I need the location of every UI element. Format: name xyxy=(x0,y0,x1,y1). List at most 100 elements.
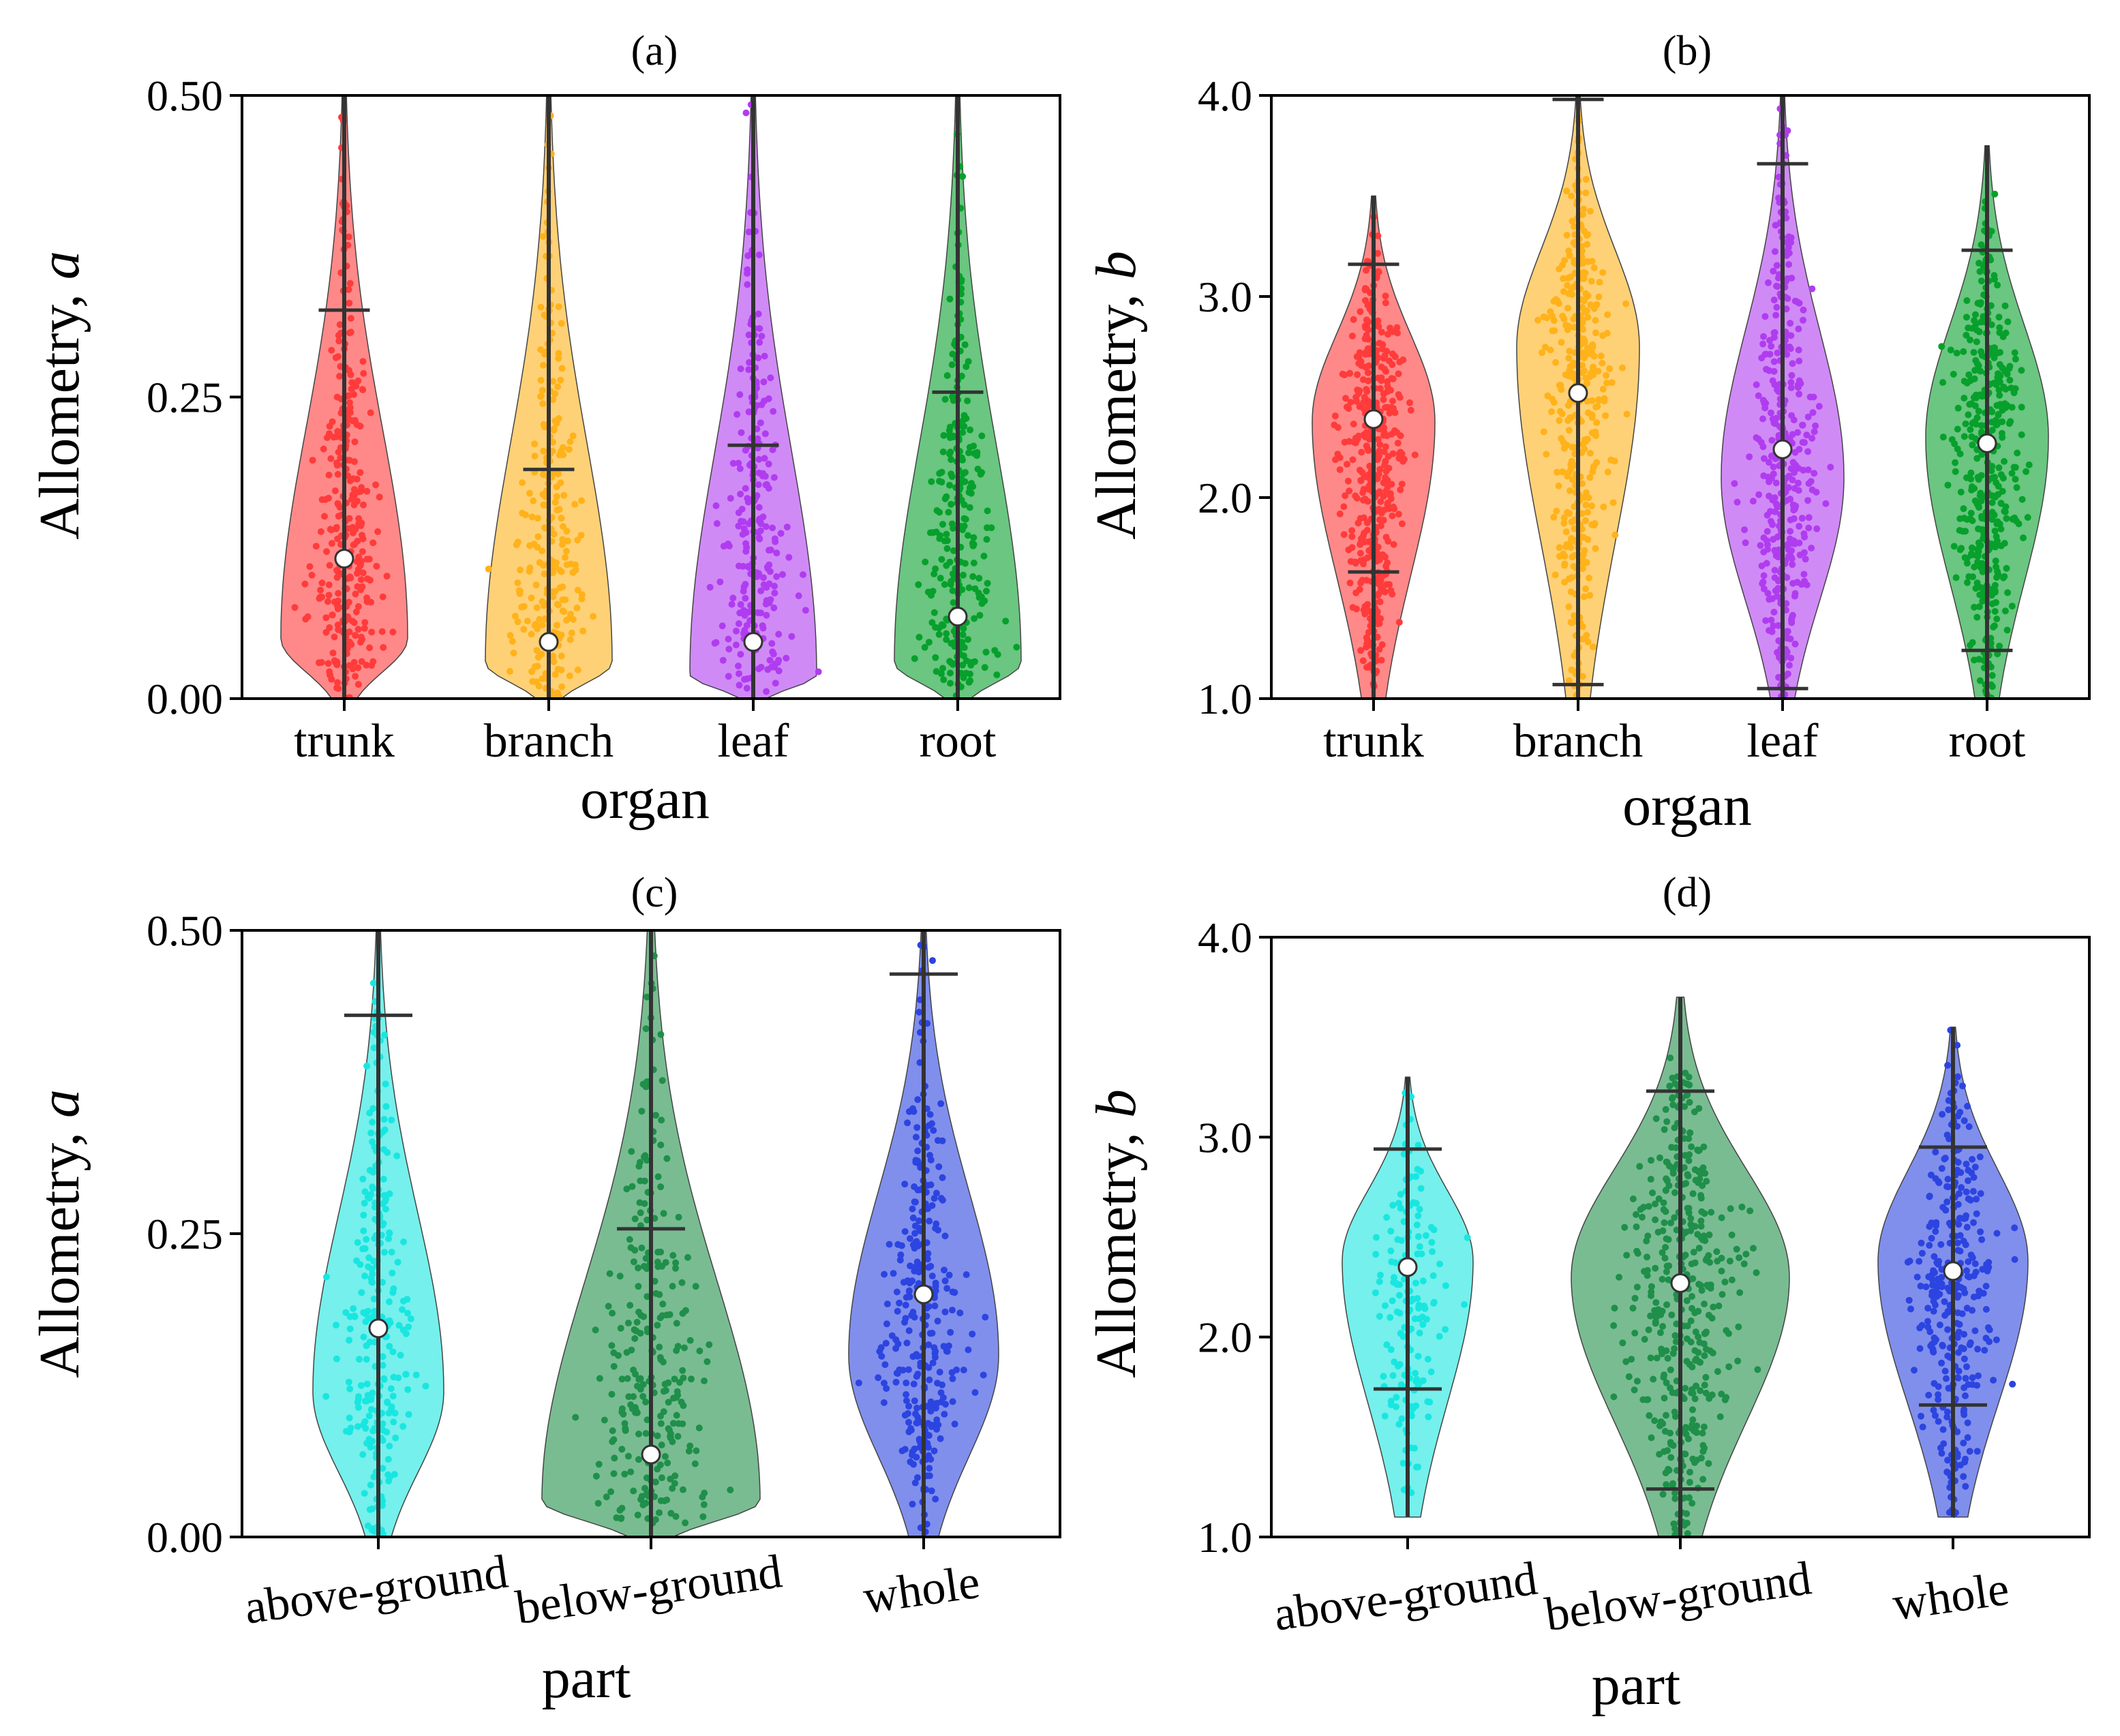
data-point xyxy=(1709,1350,1716,1356)
data-point xyxy=(1970,1174,1978,1181)
data-point xyxy=(761,455,768,462)
data-point xyxy=(1606,365,1614,372)
data-point xyxy=(560,491,568,499)
data-point xyxy=(2023,468,2030,475)
data-point xyxy=(1387,1346,1395,1354)
data-point xyxy=(1395,391,1402,398)
data-point xyxy=(1771,381,1778,389)
data-point xyxy=(1567,544,1575,551)
data-point xyxy=(1671,1489,1678,1497)
data-point xyxy=(1372,1251,1380,1258)
data-point xyxy=(531,440,539,448)
data-point xyxy=(1963,560,1971,567)
data-point xyxy=(1765,279,1772,286)
data-point xyxy=(335,626,342,633)
data-point xyxy=(361,1188,369,1196)
data-point xyxy=(1374,543,1382,551)
data-point xyxy=(389,1348,397,1356)
data-point xyxy=(1964,1103,1971,1110)
data-point xyxy=(1695,1245,1703,1252)
data-point xyxy=(361,1490,368,1497)
data-point xyxy=(1924,1305,1932,1312)
data-point xyxy=(1350,316,1357,323)
data-point xyxy=(746,359,753,366)
data-point xyxy=(320,445,327,453)
data-point xyxy=(728,600,736,608)
data-point xyxy=(1714,1368,1721,1375)
data-point xyxy=(959,661,967,669)
data-point xyxy=(1967,1251,1975,1259)
y-tick-label: 4.0 xyxy=(1198,913,1252,962)
data-point xyxy=(390,1285,397,1292)
data-point xyxy=(1703,1345,1710,1353)
data-point xyxy=(1559,468,1566,476)
data-point xyxy=(359,386,366,393)
data-point xyxy=(381,1031,389,1039)
data-point xyxy=(565,446,573,453)
data-point xyxy=(359,535,366,543)
data-point xyxy=(950,599,957,607)
data-point xyxy=(1800,570,1808,578)
data-point xyxy=(1978,393,1986,400)
data-point xyxy=(1377,1271,1384,1279)
data-point xyxy=(635,1309,642,1315)
data-point xyxy=(1990,344,1998,352)
data-point xyxy=(1962,1215,1969,1222)
data-point xyxy=(915,633,923,641)
data-point xyxy=(1969,1307,1976,1314)
data-point xyxy=(1633,1377,1641,1385)
data-point xyxy=(706,1341,713,1348)
data-point xyxy=(316,594,324,601)
data-point xyxy=(616,1273,624,1280)
data-point xyxy=(925,639,933,646)
data-point xyxy=(1990,275,1998,283)
plot-area xyxy=(280,95,1022,699)
data-point xyxy=(1995,412,2002,419)
data-point xyxy=(1366,662,1374,669)
data-point xyxy=(1960,378,1968,385)
data-point xyxy=(366,1167,374,1174)
data-point xyxy=(1393,324,1401,331)
data-point xyxy=(940,431,948,439)
data-point xyxy=(1588,258,1596,265)
data-point xyxy=(1991,608,1999,615)
data-point xyxy=(1413,1221,1421,1229)
data-point xyxy=(1999,433,2006,441)
data-point xyxy=(1592,403,1600,411)
data-point xyxy=(758,401,766,408)
data-point xyxy=(609,1309,616,1317)
data-point xyxy=(1565,603,1573,611)
data-point xyxy=(1947,346,1954,354)
data-point xyxy=(727,495,734,502)
data-point xyxy=(922,558,929,566)
data-point xyxy=(1944,1326,1952,1333)
data-point xyxy=(941,1410,948,1418)
data-point xyxy=(2004,589,2012,596)
data-point xyxy=(1633,1223,1640,1230)
data-point xyxy=(2011,1224,2018,1232)
data-point xyxy=(386,1442,393,1450)
data-point xyxy=(1648,1292,1654,1299)
data-point xyxy=(1366,303,1374,310)
data-point xyxy=(1939,433,1947,441)
data-point xyxy=(1654,1306,1662,1313)
data-point xyxy=(1993,1230,2001,1237)
data-point xyxy=(1655,1195,1663,1202)
data-point xyxy=(1661,1395,1668,1402)
data-point xyxy=(1671,1408,1678,1416)
data-point xyxy=(553,420,560,427)
data-point xyxy=(554,383,562,391)
data-point xyxy=(554,689,561,697)
data-point xyxy=(393,1152,401,1159)
data-point xyxy=(1950,371,1957,378)
data-point xyxy=(892,1378,900,1386)
data-point xyxy=(932,565,939,573)
data-point xyxy=(660,1210,667,1217)
data-point xyxy=(950,397,957,404)
data-point xyxy=(610,1362,618,1370)
data-point xyxy=(334,427,342,435)
data-point xyxy=(1394,1362,1402,1370)
data-point xyxy=(354,557,362,564)
data-point xyxy=(933,528,940,536)
